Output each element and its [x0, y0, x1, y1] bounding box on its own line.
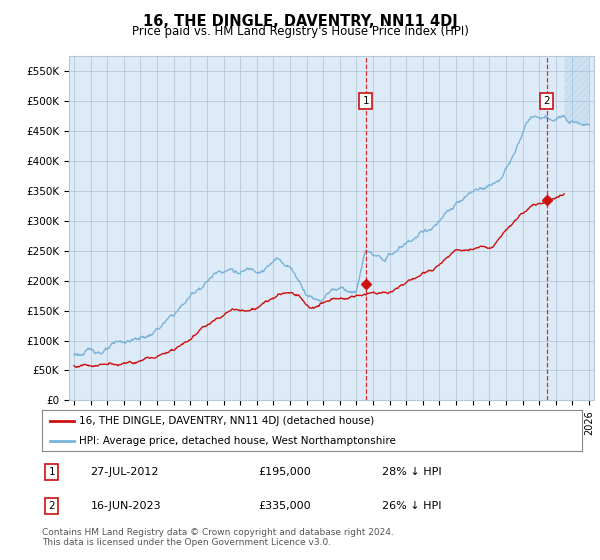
- Text: 16-JUN-2023: 16-JUN-2023: [91, 501, 161, 511]
- Text: 2: 2: [544, 96, 550, 106]
- Text: 1: 1: [49, 466, 55, 477]
- Text: £335,000: £335,000: [258, 501, 311, 511]
- Text: 16, THE DINGLE, DAVENTRY, NN11 4DJ: 16, THE DINGLE, DAVENTRY, NN11 4DJ: [143, 14, 457, 29]
- Text: 2: 2: [49, 501, 55, 511]
- Text: 1: 1: [362, 96, 369, 106]
- Text: 16, THE DINGLE, DAVENTRY, NN11 4DJ (detached house): 16, THE DINGLE, DAVENTRY, NN11 4DJ (deta…: [79, 416, 374, 426]
- Text: 28% ↓ HPI: 28% ↓ HPI: [382, 466, 442, 477]
- Text: £195,000: £195,000: [258, 466, 311, 477]
- Text: 26% ↓ HPI: 26% ↓ HPI: [382, 501, 442, 511]
- Text: HPI: Average price, detached house, West Northamptonshire: HPI: Average price, detached house, West…: [79, 436, 395, 446]
- Text: 27-JUL-2012: 27-JUL-2012: [91, 466, 159, 477]
- Text: Price paid vs. HM Land Registry's House Price Index (HPI): Price paid vs. HM Land Registry's House …: [131, 25, 469, 38]
- Text: Contains HM Land Registry data © Crown copyright and database right 2024.
This d: Contains HM Land Registry data © Crown c…: [42, 528, 394, 547]
